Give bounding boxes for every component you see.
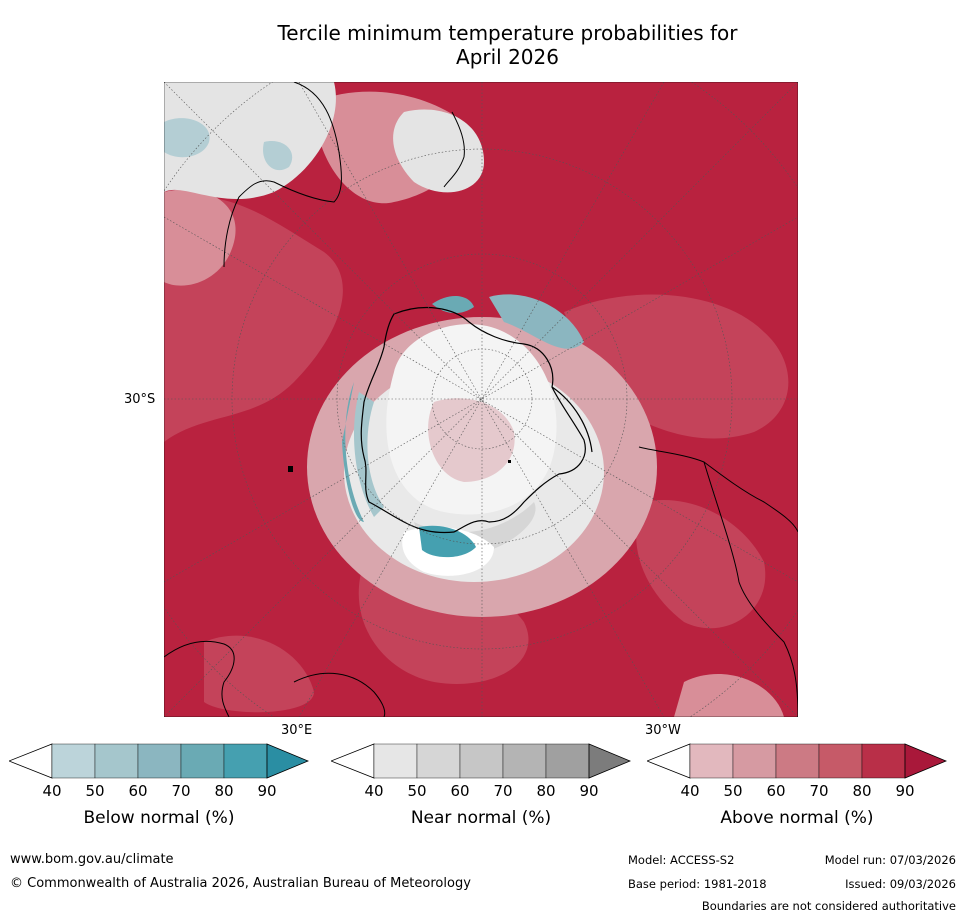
colorbar-near-70-80 (502, 743, 547, 779)
chart-title: Tercile minimum temperature probabilitie… (160, 21, 855, 69)
colorbar-above-max-triangle (904, 743, 947, 779)
coastlines (164, 82, 798, 717)
tick-above-60: 60 (766, 782, 786, 800)
colorbar-near-60-70 (459, 743, 504, 779)
colorbar-near-80-90 (545, 743, 590, 779)
probability-map (164, 82, 798, 717)
below-normal-areas-top-left (164, 118, 293, 171)
model-text: Model: ACCESS-S2 (628, 853, 735, 867)
colorbar-below-80-90 (223, 743, 268, 779)
colorbar-below-normal (9, 743, 309, 779)
disclaimer-text: Boundaries are not considered authoritat… (701, 899, 956, 913)
graticule (164, 82, 798, 717)
website-link[interactable]: www.bom.gov.au/climate (10, 852, 174, 867)
tick-below-50: 50 (85, 782, 105, 800)
tick-above-50: 50 (723, 782, 743, 800)
tick-near-90: 90 (579, 782, 599, 800)
colorbar-above-70-80 (818, 743, 863, 779)
model-run-text: Model run: 07/03/2026 (824, 853, 956, 867)
islands (288, 460, 511, 472)
chart-title-line2: April 2026 (456, 45, 559, 69)
issued-text: Issued: 09/03/2026 (845, 877, 956, 891)
colorbar-above-60-70 (775, 743, 820, 779)
colorbar-above-80-90 (861, 743, 906, 779)
colorbar-below-min-triangle (9, 743, 53, 779)
map-svg (164, 82, 798, 717)
colorbar-near-label: Near normal (%) (410, 808, 552, 828)
colorbar-above-normal (647, 743, 947, 779)
colorbar-below-40-50 (51, 743, 96, 779)
colorbar-above-50-60 (732, 743, 777, 779)
tick-near-60: 60 (450, 782, 470, 800)
base-period-text: Base period: 1981-2018 (628, 877, 767, 891)
tick-below-90: 90 (257, 782, 277, 800)
colorbar-near-40-50 (373, 743, 418, 779)
tick-above-70: 70 (809, 782, 829, 800)
lon-label-30w: 30°W (645, 723, 681, 738)
colorbar-above-min-triangle (647, 743, 691, 779)
tick-below-40: 40 (42, 782, 62, 800)
colorbar-near-50-60 (416, 743, 461, 779)
colorbar-below-60-70 (137, 743, 182, 779)
tick-below-60: 60 (128, 782, 148, 800)
colorbar-below-label: Below normal (%) (83, 808, 235, 828)
colorbar-below-70-80 (180, 743, 225, 779)
tick-near-80: 80 (536, 782, 556, 800)
tick-near-40: 40 (364, 782, 384, 800)
tick-below-70: 70 (171, 782, 191, 800)
copyright-text: © Commonwealth of Australia 2026, Austra… (10, 876, 471, 891)
colorbar-near-min-triangle (331, 743, 375, 779)
colorbar-above-label: Above normal (%) (720, 808, 874, 828)
colorbar-above-40-50 (689, 743, 734, 779)
tick-above-80: 80 (852, 782, 872, 800)
tick-above-90: 90 (895, 782, 915, 800)
tick-above-40: 40 (680, 782, 700, 800)
tick-below-80: 80 (214, 782, 234, 800)
chart-title-line1: Tercile minimum temperature probabilitie… (277, 21, 738, 45)
tick-near-70: 70 (493, 782, 513, 800)
tick-near-50: 50 (407, 782, 427, 800)
lon-label-30e: 30°E (281, 723, 313, 738)
near-normal-areas (164, 82, 484, 200)
lat-label-30s: 30°S (124, 392, 156, 407)
colorbar-below-50-60 (94, 743, 139, 779)
colorbar-below-max-triangle (266, 743, 309, 779)
colorbar-near-max-triangle (588, 743, 631, 779)
colorbar-near-normal (331, 743, 631, 779)
